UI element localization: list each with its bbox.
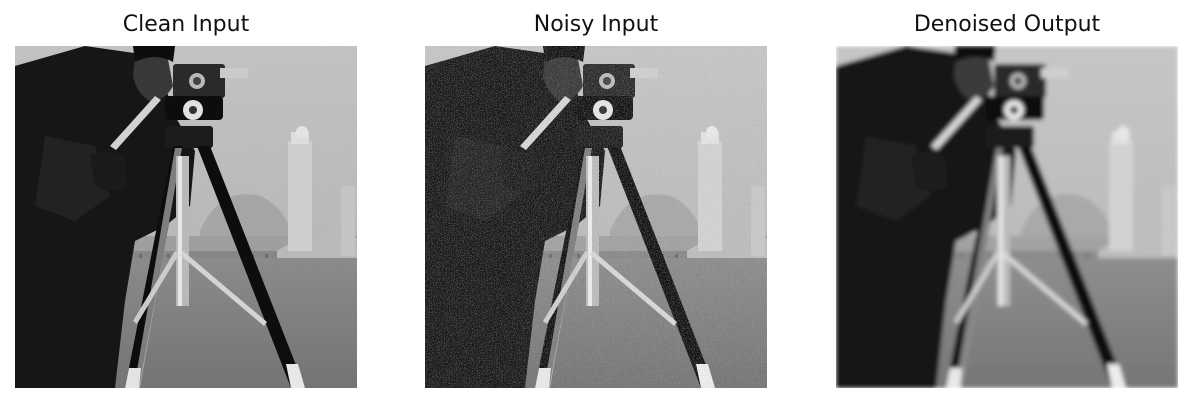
cameraman-image-noisy (425, 46, 767, 388)
panel-noisy: Noisy Input (425, 0, 767, 403)
panel-title-noisy: Noisy Input (533, 12, 659, 37)
cameraman-image-denoised (836, 46, 1178, 388)
panel-denoised: Denoised Output (836, 0, 1178, 403)
panel-title-denoised: Denoised Output (913, 12, 1101, 37)
cameraman-image-clean (15, 46, 357, 388)
panel-title-clean: Clean Input (122, 12, 250, 37)
panel-clean: Clean Input (15, 0, 357, 403)
